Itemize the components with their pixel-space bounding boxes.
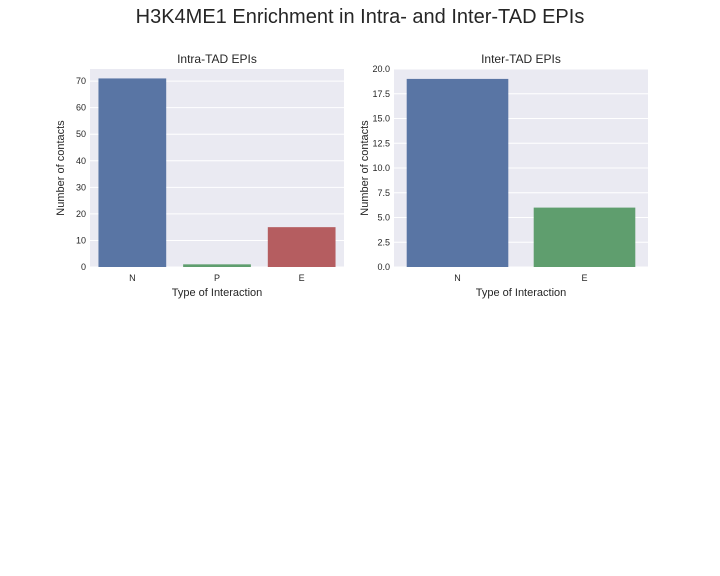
bar-P xyxy=(183,264,251,267)
y-tick-label: 10.0 xyxy=(372,163,390,173)
y-tick-label: 0.0 xyxy=(377,262,390,272)
bar-N xyxy=(98,78,167,267)
x-tick-label: E xyxy=(581,273,587,283)
y-tick-label: 20.0 xyxy=(372,64,390,74)
y-tick-label: 50 xyxy=(76,129,86,139)
y-tick-label: 60 xyxy=(76,103,86,113)
x-axis-label: Type of Interaction xyxy=(476,287,567,299)
bar-E xyxy=(533,207,636,267)
figure-title: H3K4ME1 Enrichment in Intra- and Inter-T… xyxy=(135,6,585,28)
y-tick-label: 0 xyxy=(81,262,86,272)
y-axis-label: Number of contacts xyxy=(55,120,67,216)
chart-panel-2: 0.0 2.5 5.0 7.5 10.0 12.5 15.0 17.5 20.0 N E Inter-… xyxy=(359,52,648,299)
y-tick-label: 70 xyxy=(76,76,86,86)
x-tick-label: N xyxy=(454,273,461,283)
chart-title: Inter-TAD EPIs xyxy=(481,52,561,66)
y-tick-label: 30 xyxy=(76,182,86,192)
x-tick-label: P xyxy=(214,273,220,283)
y-tick-label: 17.5 xyxy=(372,89,390,99)
y-tick-label: 40 xyxy=(76,156,86,166)
y-axis-label: Number of contacts xyxy=(359,120,371,216)
chart-panel-1: 0 10 20 30 40 50 60 70 N P E Intra-TAD EPIs Type of … xyxy=(55,52,344,299)
bar-N xyxy=(406,78,509,268)
y-tick-label: 12.5 xyxy=(372,138,390,148)
y-tick-label: 2.5 xyxy=(377,237,390,247)
bar-E xyxy=(267,227,336,267)
x-tick-label: N xyxy=(129,273,136,283)
chart-title: Intra-TAD EPIs xyxy=(177,52,257,66)
y-tick-label: 20 xyxy=(76,209,86,219)
x-tick-label: E xyxy=(299,273,305,283)
y-tick-label: 15.0 xyxy=(372,114,390,124)
y-tick-label: 7.5 xyxy=(377,188,390,198)
y-tick-label: 5.0 xyxy=(377,213,390,223)
y-tick-label: 10 xyxy=(76,235,86,245)
x-axis-label: Type of Interaction xyxy=(172,287,263,299)
